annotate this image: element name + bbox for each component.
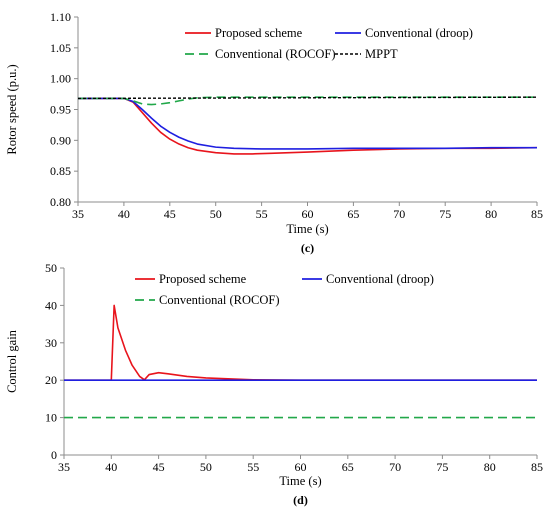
x-tick-label: 40	[105, 460, 117, 474]
chart-panel-1: 0 10 20 30 40 50 35 40 45 50 55 60 65 70 75 80 85 Time (s…	[5, 261, 543, 507]
y-tick-label: 0.85	[50, 164, 71, 178]
y-tick-label: 0.80	[50, 195, 71, 209]
legend-label: Proposed scheme	[215, 26, 303, 40]
x-tick-label: 75	[439, 207, 451, 221]
legend-label: Conventional (droop)	[365, 26, 473, 40]
chart-panel-0: 0.80 0.85 0.90 0.95 1.00 1.05 1.10 35 40 45 50 55 60…	[5, 10, 543, 255]
x-tick-label: 35	[72, 207, 84, 221]
x-tick-label: 80	[484, 460, 496, 474]
x-tick-label: 60	[302, 207, 314, 221]
legend-label: Conventional (ROCOF)	[159, 293, 279, 307]
x-tick-label: 70	[389, 460, 401, 474]
x-tick-label: 60	[295, 460, 307, 474]
x-tick-label: 40	[118, 207, 130, 221]
x-tick-label: 85	[531, 207, 543, 221]
legend-label: Proposed scheme	[159, 272, 247, 286]
x-axis-title: Time (s)	[286, 222, 328, 236]
series-line-mppt	[77, 96, 538, 100]
y-tick-label: 0.95	[50, 103, 71, 117]
y-axis-title: Rotor speed (p.u.)	[5, 64, 19, 154]
y-tick-label: 1.05	[50, 41, 71, 55]
y-tick-label: 50	[45, 261, 57, 275]
x-tick-label: 55	[247, 460, 259, 474]
y-tick-label: 1.00	[50, 72, 71, 86]
series-line-proposed-scheme	[64, 304, 537, 381]
x-tick-label: 75	[436, 460, 448, 474]
x-tick-label: 65	[342, 460, 354, 474]
x-tick-label: 55	[256, 207, 268, 221]
x-axis-title: Time (s)	[279, 474, 321, 488]
x-tick-label: 45	[153, 460, 165, 474]
x-tick-label: 50	[200, 460, 212, 474]
y-axis-title: Control gain	[5, 329, 19, 393]
legend-label: Conventional (ROCOF)	[215, 47, 335, 61]
x-tick-label: 80	[485, 207, 497, 221]
y-tick-label: 0.90	[50, 133, 71, 147]
series-line-conventional-droop	[78, 97, 537, 150]
x-tick-label: 45	[164, 207, 176, 221]
panel-label: (c)	[301, 241, 314, 255]
x-tick-label: 65	[347, 207, 359, 221]
legend-label: Conventional (droop)	[326, 272, 434, 286]
y-tick-label: 40	[45, 298, 57, 312]
y-tick-label: 20	[45, 373, 57, 387]
panel-label: (d)	[293, 493, 308, 507]
y-tick-label: 10	[45, 411, 57, 425]
x-tick-label: 85	[531, 460, 543, 474]
y-tick-label: 1.10	[50, 10, 71, 24]
x-tick-label: 35	[58, 460, 70, 474]
series-line-proposed-scheme	[78, 97, 538, 155]
series-line-conventional-rocof	[78, 96, 537, 106]
x-tick-label: 50	[210, 207, 222, 221]
legend-label: MPPT	[365, 47, 398, 61]
x-tick-label: 70	[393, 207, 405, 221]
y-tick-label: 0	[51, 448, 57, 462]
y-tick-label: 30	[45, 336, 57, 350]
